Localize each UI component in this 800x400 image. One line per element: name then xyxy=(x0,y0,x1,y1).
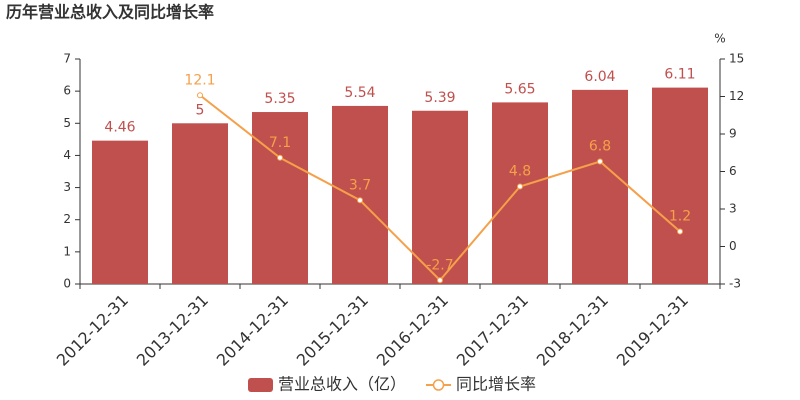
line-value-label: -2.7 xyxy=(426,257,453,273)
bar-value-label: 5.54 xyxy=(344,85,375,101)
line-point xyxy=(677,228,683,235)
y2-tick-label: 15 xyxy=(729,52,744,66)
line-point xyxy=(277,154,283,161)
line-value-label: 3.7 xyxy=(349,177,371,193)
line-point xyxy=(357,197,363,204)
legend-label: 营业总收入（亿） xyxy=(278,375,406,394)
bar xyxy=(252,112,308,285)
y-tick-label: 0 xyxy=(63,277,71,291)
bar-value-label: 5 xyxy=(196,102,205,118)
x-tick-label: 2015-12-31 xyxy=(293,291,372,370)
y2-tick-label: 6 xyxy=(729,164,737,178)
line-value-label: 12.1 xyxy=(184,72,215,88)
line-value-label: 1.2 xyxy=(669,209,691,225)
bar-value-label: 4.46 xyxy=(104,120,135,136)
x-tick-label: 2013-12-31 xyxy=(133,291,212,370)
y2-tick-label: 3 xyxy=(729,202,737,216)
bar xyxy=(572,89,628,284)
y-tick-label: 4 xyxy=(63,148,71,162)
legend-swatch xyxy=(432,379,445,391)
x-tick-label: 2014-12-31 xyxy=(213,291,292,370)
y-tick-label: 6 xyxy=(63,84,71,98)
bar xyxy=(412,110,468,284)
bar-value-label: 5.39 xyxy=(424,90,455,106)
x-tick-label: 2012-12-31 xyxy=(53,291,132,370)
y-tick-label: 3 xyxy=(63,180,71,194)
line-value-label: 7.1 xyxy=(269,135,291,151)
x-tick-label: 2019-12-31 xyxy=(613,291,692,370)
bar-value-label: 5.35 xyxy=(264,91,295,107)
line-point xyxy=(437,277,443,284)
y2-axis-label: % xyxy=(714,32,725,46)
bar-value-label: 6.11 xyxy=(664,67,695,83)
bar-value-label: 5.65 xyxy=(504,81,535,97)
line-point xyxy=(197,92,203,99)
x-tick-label: 2017-12-31 xyxy=(453,291,532,370)
y2-tick-label: -3 xyxy=(729,277,741,291)
y-tick-label: 2 xyxy=(63,212,71,226)
legend-swatch xyxy=(248,378,273,392)
bar-value-label: 6.04 xyxy=(584,69,615,85)
x-tick-label: 2016-12-31 xyxy=(373,291,452,370)
y2-tick-label: 12 xyxy=(729,89,744,103)
bar xyxy=(652,87,708,284)
y-tick-label: 5 xyxy=(63,116,71,130)
chart-title: 历年营业总收入及同比增长率 xyxy=(6,3,214,22)
y-tick-label: 1 xyxy=(63,244,71,258)
legend-label: 同比增长率 xyxy=(456,375,536,394)
y-tick-label: 7 xyxy=(63,52,71,66)
x-tick-label: 2018-12-31 xyxy=(533,291,612,370)
y2-tick-label: 0 xyxy=(729,239,737,253)
line-value-label: 4.8 xyxy=(509,164,531,180)
line-point xyxy=(597,158,603,165)
bar xyxy=(172,123,228,285)
bar xyxy=(92,140,148,284)
line-point xyxy=(517,183,523,190)
bar xyxy=(492,102,548,285)
line-value-label: 6.8 xyxy=(589,139,611,155)
y2-tick-label: 9 xyxy=(729,127,737,141)
bar xyxy=(332,105,388,284)
